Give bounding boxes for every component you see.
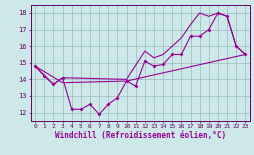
X-axis label: Windchill (Refroidissement éolien,°C): Windchill (Refroidissement éolien,°C): [54, 131, 225, 140]
